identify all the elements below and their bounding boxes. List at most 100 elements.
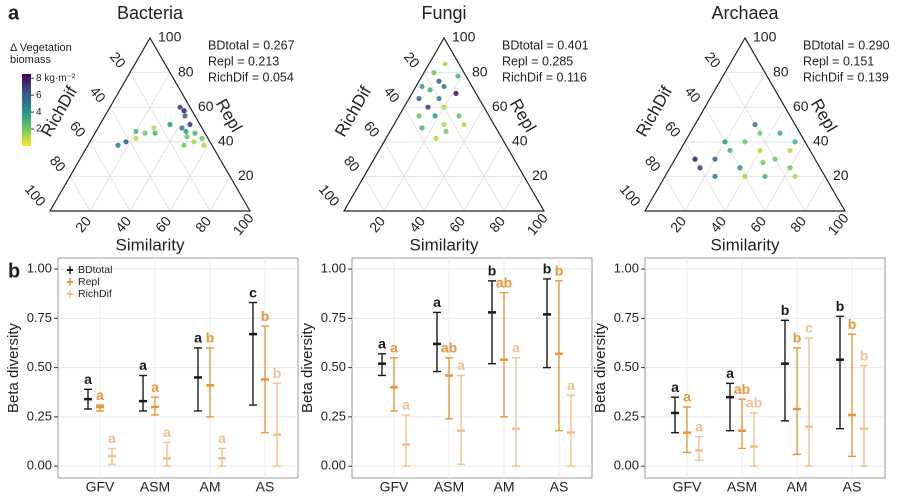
- point: [419, 83, 425, 90]
- letter-label: b: [488, 263, 497, 279]
- panel-label: b: [8, 260, 20, 282]
- right-tick-label: 60: [198, 98, 214, 114]
- colorbar-title: Δ Vegetation biomass: [10, 42, 72, 66]
- point: [181, 108, 187, 114]
- right-tick-label: 40: [218, 133, 234, 149]
- point: [737, 165, 743, 171]
- right-axis-title: Repl: [807, 96, 841, 136]
- y-tick-label: 0.00: [321, 458, 346, 473]
- letter-label: b: [781, 302, 790, 318]
- bottom-tick-label: 20: [667, 213, 689, 235]
- grid-line: [89, 141, 131, 212]
- triangle: [643, 36, 847, 212]
- x-axis-title: Similarity: [116, 235, 185, 254]
- colorbar: [22, 74, 31, 146]
- point: [742, 139, 748, 145]
- left-tick-label: 20: [702, 49, 724, 71]
- letter-label: ab: [496, 274, 512, 290]
- letter-label: a: [695, 418, 703, 434]
- bottom-tick-label: 80: [787, 213, 809, 235]
- right-tick-label: 80: [178, 63, 194, 79]
- y-tick-label: 0.75: [321, 310, 346, 325]
- grid-line: [209, 176, 231, 212]
- x-axis-title: Similarity: [711, 235, 780, 254]
- left-tick-label: 80: [341, 152, 363, 174]
- grid-line: [363, 176, 385, 212]
- y-tick-label: 0.50: [27, 359, 52, 374]
- letter-label: a: [671, 379, 679, 395]
- x-tick-label: AS: [550, 479, 569, 495]
- point: [416, 113, 422, 119]
- right-tick-label: 40: [813, 133, 829, 149]
- bottom-tick-label: 100: [523, 210, 550, 238]
- point: [461, 121, 467, 128]
- grid-line: [109, 106, 171, 212]
- bottom-tick-label: 80: [192, 213, 214, 235]
- y-tick-label: 0.25: [321, 408, 346, 423]
- y-tick-label: 1.00: [27, 260, 52, 275]
- x-tick-label: GFV: [86, 479, 115, 495]
- letter-label: a: [402, 397, 410, 413]
- triangle: [342, 36, 546, 212]
- letter-label: a: [512, 339, 520, 355]
- point: [182, 113, 188, 119]
- point: [455, 73, 461, 79]
- point: [443, 128, 449, 135]
- left-tick-label: 20: [107, 49, 129, 71]
- stat-label: Repl = 0.151: [803, 54, 874, 68]
- letter-label: b: [206, 330, 215, 346]
- right-tick-label: 100: [158, 29, 182, 45]
- left-tick-label: 60: [67, 118, 89, 140]
- left-tick-label: 100: [617, 181, 644, 209]
- panel-label: a: [8, 2, 20, 24]
- point: [123, 139, 129, 145]
- point: [757, 147, 763, 154]
- x-axis-title: Similarity: [410, 235, 479, 254]
- letter-label: ab: [441, 339, 457, 355]
- stat-label: Repl = 0.213: [208, 54, 279, 68]
- point: [792, 173, 798, 179]
- left-tick-label: 60: [361, 118, 383, 140]
- x-tick-label: AS: [256, 479, 275, 495]
- x-tick-label: AM: [200, 479, 221, 495]
- point: [184, 134, 190, 140]
- letter-label: a: [378, 336, 386, 352]
- stat-label: RichDif = 0.139: [803, 70, 889, 84]
- point: [752, 121, 758, 128]
- y-axis-title: Beta diversity: [592, 322, 609, 413]
- left-tick-label: 40: [381, 83, 403, 105]
- letter-label: a: [726, 365, 734, 381]
- letter-label: c: [249, 284, 257, 300]
- y-tick-label: 0.50: [614, 359, 639, 374]
- point: [191, 139, 197, 145]
- point: [416, 95, 422, 102]
- bottom-tick-label: 20: [366, 213, 388, 235]
- legend-label: BDtotal: [78, 264, 112, 276]
- point: [115, 142, 121, 148]
- grid-line: [684, 141, 726, 212]
- point: [757, 130, 763, 136]
- point: [432, 113, 438, 119]
- letter-label: a: [567, 377, 575, 393]
- point: [133, 128, 139, 135]
- grid-line: [764, 141, 806, 212]
- letter-label: ab: [734, 381, 750, 397]
- letter-label: a: [151, 379, 159, 395]
- point: [692, 156, 698, 162]
- x-tick-label: AM: [787, 479, 808, 495]
- grid-line: [724, 106, 786, 212]
- right-tick-label: 60: [492, 98, 508, 114]
- point: [787, 147, 793, 154]
- point: [742, 173, 748, 179]
- point: [760, 159, 766, 166]
- point: [792, 139, 798, 145]
- bottom-tick-label: 40: [112, 213, 134, 235]
- point: [201, 142, 207, 148]
- grid-line: [69, 176, 91, 212]
- point: [441, 121, 447, 128]
- point: [167, 121, 173, 128]
- left-tick-label: 40: [87, 83, 109, 105]
- point: [152, 130, 158, 136]
- stat-label: BDtotal = 0.267: [208, 38, 295, 52]
- legend-label: RichDif: [78, 288, 112, 300]
